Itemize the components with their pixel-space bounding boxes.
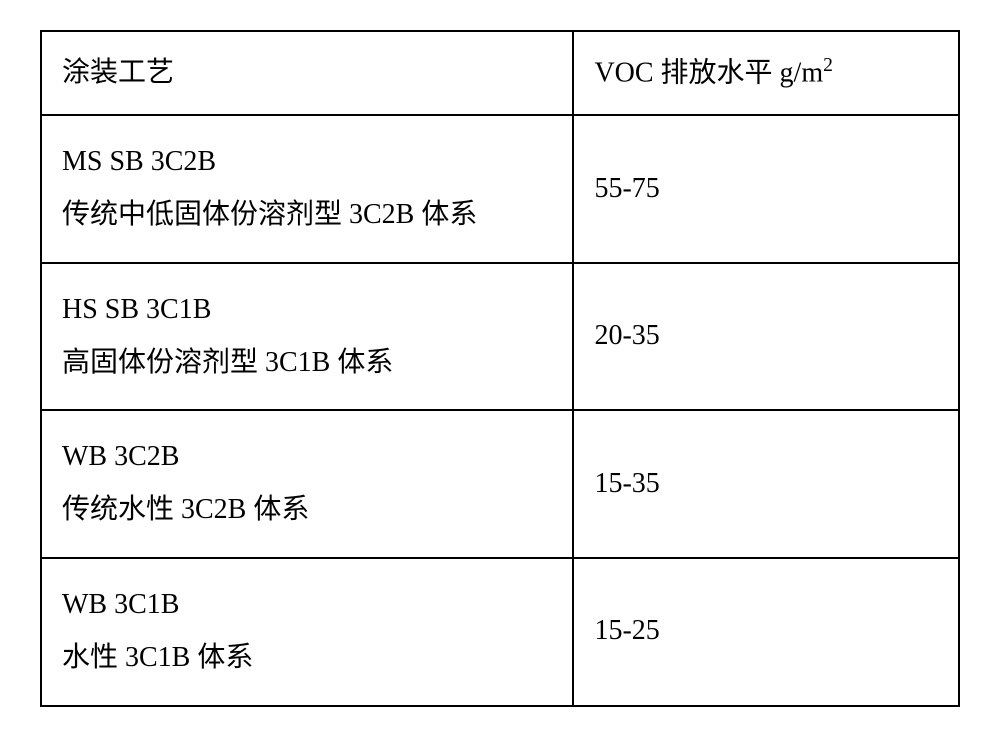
table-row: HS SB 3C1B 高固体份溶剂型 3C1B 体系 20-35 — [41, 263, 959, 411]
column-header-voc: VOC 排放水平 g/m2 — [573, 31, 959, 115]
voc-header-text: VOC 排放水平 g/m — [594, 57, 823, 88]
cell-voc: 55-75 — [573, 115, 959, 263]
column-header-process: 涂装工艺 — [41, 31, 573, 115]
cell-process: WB 3C2B 传统水性 3C2B 体系 — [41, 410, 573, 558]
voc-header-exponent: 2 — [823, 55, 833, 76]
table-header-row: 涂装工艺 VOC 排放水平 g/m2 — [41, 31, 959, 115]
process-desc: 传统中低固体份溶剂型 3C2B 体系 — [62, 193, 552, 238]
table-row: WB 3C2B 传统水性 3C2B 体系 15-35 — [41, 410, 959, 558]
cell-voc: 15-25 — [573, 558, 959, 706]
process-desc: 水性 3C1B 体系 — [62, 636, 552, 681]
table-row: MS SB 3C2B 传统中低固体份溶剂型 3C2B 体系 55-75 — [41, 115, 959, 263]
cell-process: MS SB 3C2B 传统中低固体份溶剂型 3C2B 体系 — [41, 115, 573, 263]
cell-process: WB 3C1B 水性 3C1B 体系 — [41, 558, 573, 706]
cell-voc: 20-35 — [573, 263, 959, 411]
table-row: WB 3C1B 水性 3C1B 体系 15-25 — [41, 558, 959, 706]
process-desc: 高固体份溶剂型 3C1B 体系 — [62, 341, 552, 386]
cell-process: HS SB 3C1B 高固体份溶剂型 3C1B 体系 — [41, 263, 573, 411]
cell-voc: 15-35 — [573, 410, 959, 558]
process-desc: 传统水性 3C2B 体系 — [62, 488, 552, 533]
process-code: MS SB 3C2B — [62, 140, 552, 185]
process-code: WB 3C1B — [62, 583, 552, 628]
coating-process-table: 涂装工艺 VOC 排放水平 g/m2 MS SB 3C2B 传统中低固体份溶剂型… — [40, 30, 960, 707]
process-code: WB 3C2B — [62, 435, 552, 480]
process-code: HS SB 3C1B — [62, 288, 552, 333]
